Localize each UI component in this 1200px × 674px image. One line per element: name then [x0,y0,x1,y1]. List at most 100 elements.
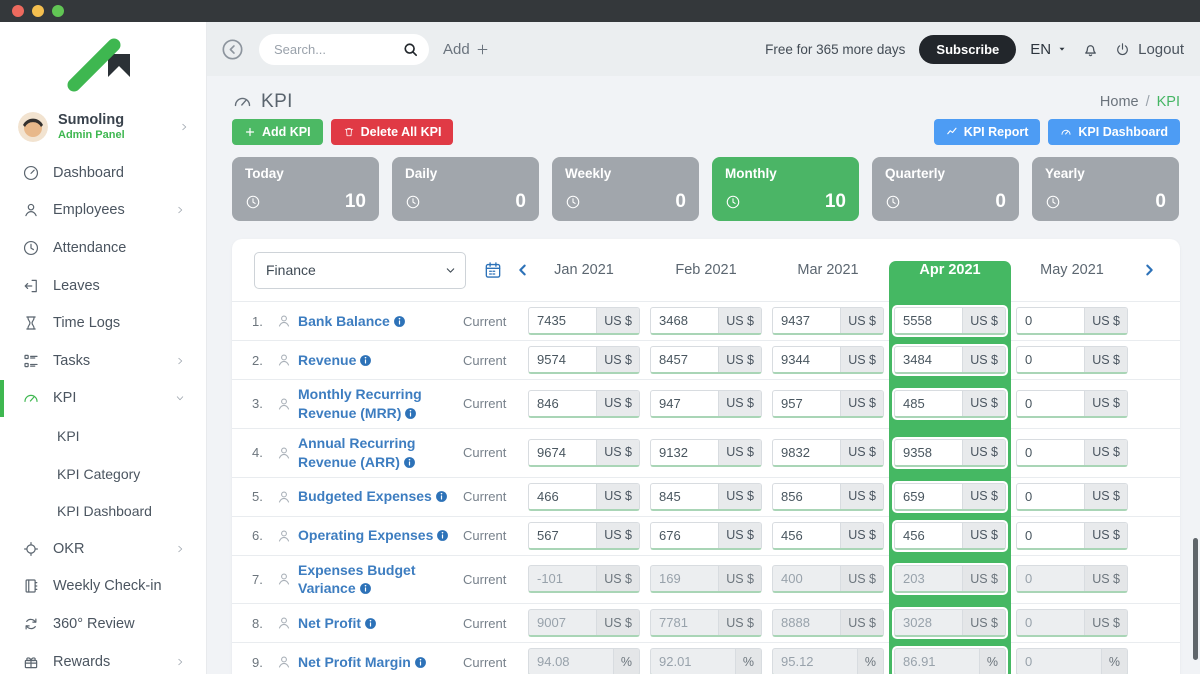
info-icon[interactable] [414,655,427,668]
close-window-icon[interactable] [12,5,24,17]
subscribe-button[interactable]: Subscribe [919,35,1016,64]
kpi-value-input[interactable] [529,347,596,372]
period-card-quarterly[interactable]: Quarterly 0 [872,157,1019,221]
category-select[interactable]: Finance [254,252,466,289]
info-icon[interactable] [403,455,416,468]
person-icon [276,396,292,412]
workspace-switcher[interactable]: Sumoling Admin Panel [0,106,206,154]
kpi-name-link[interactable]: Bank Balance [298,312,463,331]
kpi-value-input[interactable] [895,523,962,548]
current-label: Current [463,616,523,631]
info-icon[interactable] [393,314,406,327]
kpi-dashboard-button[interactable]: KPI Dashboard [1048,119,1180,145]
kpi-value-input[interactable] [651,523,718,548]
period-card-weekly[interactable]: Weekly 0 [552,157,699,221]
vertical-scrollbar[interactable] [1193,538,1198,660]
kpi-value-input [895,610,962,635]
kpi-value-input[interactable] [651,308,718,333]
kpi-value-input[interactable] [895,347,962,372]
next-month-button[interactable] [1141,262,1157,278]
kpi-value-input[interactable] [651,347,718,372]
kpi-value-input[interactable] [773,391,840,416]
info-icon[interactable] [364,616,377,629]
info-icon[interactable] [435,489,448,502]
kpi-name-link[interactable]: Annual Recurring Revenue (ARR) [298,434,463,472]
kpi-value-input[interactable] [1017,484,1084,509]
sidebar-item-attendance[interactable]: Attendance [0,229,206,267]
kpi-name-link[interactable]: Net Profit [298,614,463,633]
kpi-value-input[interactable] [1017,440,1084,465]
kpi-value-input[interactable] [651,391,718,416]
unit-suffix: US $ [962,484,1005,509]
kpi-name-link[interactable]: Budgeted Expenses [298,487,463,506]
kpi-value-input[interactable] [895,391,962,416]
kpi-value-input [773,566,840,591]
kpi-value-input[interactable] [895,484,962,509]
info-icon[interactable] [404,406,417,419]
sidebar-item-kpi[interactable]: KPI [0,380,206,418]
kpi-value-input[interactable] [529,308,596,333]
period-card-daily[interactable]: Daily 0 [392,157,539,221]
period-card-monthly[interactable]: Monthly 10 [712,157,859,221]
sidebar-item-employees[interactable]: Employees [0,192,206,230]
kpi-report-button[interactable]: KPI Report [934,119,1041,145]
kpi-value-input[interactable] [773,347,840,372]
sidebar-item-tasks[interactable]: Tasks [0,342,206,380]
kpi-value-input[interactable] [1017,391,1084,416]
kpi-value-input[interactable] [895,440,962,465]
search-input[interactable] [274,42,396,57]
value-group: US $ [528,307,640,335]
breadcrumb-home[interactable]: Home [1100,94,1139,110]
kpi-period-cards: Today 10 Daily 0 Weekly 0 Monthly 10 Qua… [232,157,1180,221]
kpi-name-link[interactable]: Revenue [298,351,463,370]
value-group: % [1016,648,1128,674]
sidebar-item-time-logs[interactable]: Time Logs [0,304,206,342]
kpi-value-input[interactable] [773,308,840,333]
add-kpi-button[interactable]: Add KPI [232,119,323,145]
kpi-value-input[interactable] [773,523,840,548]
kpi-value-input[interactable] [1017,523,1084,548]
sidebar-subitem-kpi-category[interactable]: KPI Category [0,455,206,493]
logout-button[interactable]: Logout [1114,41,1184,58]
info-icon[interactable] [359,353,372,366]
info-icon[interactable] [359,581,372,594]
zoom-window-icon[interactable] [52,5,64,17]
sidebar-item-weekly-check-in[interactable]: Weekly Check-in [0,568,206,606]
back-button[interactable] [220,37,245,62]
clock-icon [565,194,581,210]
kpi-value-input[interactable] [895,308,962,333]
kpi-value-input[interactable] [529,484,596,509]
kpi-name-link[interactable]: Net Profit Margin [298,653,463,672]
period-card-yearly[interactable]: Yearly 0 [1032,157,1179,221]
sidebar-item-leaves[interactable]: Leaves [0,267,206,305]
kpi-value-input[interactable] [773,440,840,465]
kpi-value-input[interactable] [529,391,596,416]
kpi-value-input[interactable] [651,484,718,509]
kpi-value-input[interactable] [651,440,718,465]
sidebar-item-360-review[interactable]: 360° Review [0,605,206,643]
kpi-value-input[interactable] [529,523,596,548]
sidebar-item-okr[interactable]: OKR [0,530,206,568]
calendar-icon[interactable] [483,260,503,280]
minimize-window-icon[interactable] [32,5,44,17]
sidebar-subitem-kpi[interactable]: KPI [0,417,206,455]
sidebar-item-dashboard[interactable]: Dashboard [0,154,206,192]
kpi-name-link[interactable]: Operating Expenses [298,526,463,545]
kpi-value-input[interactable] [1017,347,1084,372]
kpi-value-input[interactable] [773,484,840,509]
delete-all-kpi-button[interactable]: Delete All KPI [331,119,454,145]
kpi-icon [22,389,40,407]
period-card-today[interactable]: Today 10 [232,157,379,221]
kpi-value-input[interactable] [529,440,596,465]
info-icon[interactable] [436,528,449,541]
kpi-value-input[interactable] [1017,308,1084,333]
kpi-name-link[interactable]: Expenses Budget Variance [298,561,463,599]
notifications-bell-icon[interactable] [1081,40,1100,59]
sidebar-item-rewards[interactable]: Rewards [0,643,206,674]
quick-add-button[interactable]: Add [443,41,490,58]
search-icon[interactable] [402,41,419,58]
value-group: US $ [894,346,1006,374]
language-selector[interactable]: EN [1030,41,1067,58]
sidebar-subitem-kpi-dashboard[interactable]: KPI Dashboard [0,492,206,530]
kpi-name-link[interactable]: Monthly Recurring Revenue (MRR) [298,385,463,423]
